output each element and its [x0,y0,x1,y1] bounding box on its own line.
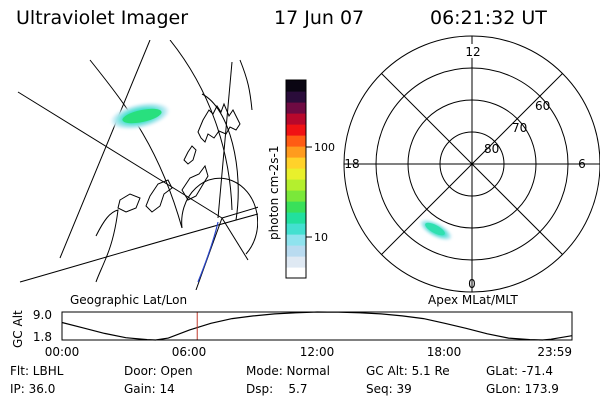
colorbar-cell [286,267,306,279]
polar-grid [343,35,600,293]
geographic-map [17,40,258,290]
latitude-circles [19,40,258,283]
colorbar-tick-label: 10 [314,231,328,244]
latitude-circle [89,59,183,229]
timeline-xtick-label: 00:00 [45,345,80,359]
status-seq: Seq: 39 [366,382,412,396]
latitude-circle [239,59,253,111]
colorbar-cell [286,168,306,180]
colorbar: 100 10 photon cm-2s-1 [267,79,335,279]
latitude-circle [169,40,233,211]
timeline-xtick-label: 12:00 [300,345,335,359]
coastline-new-zealand [181,164,209,201]
timeline-xtick-label: 18:00 [427,345,462,359]
timeline-ytick-label: 9.0 [33,308,52,322]
status-gain: Gain: 14 [124,382,175,396]
altitude-timeline: GC Alt 9.0 1.8 00:00 06:00 12:00 18:00 2… [11,308,573,359]
mlt-label-18: 18 [344,157,359,171]
colorbar-cell [286,179,306,191]
latitude-circle [181,177,258,255]
colorbar-cell [286,245,306,257]
colorbar-cell [286,146,306,158]
timeline-xtick-label: 23:59 [537,345,572,359]
status-gc-alt: GC Alt: 5.1 Re [366,364,450,378]
coastline-antarctica [95,209,119,283]
mlt-label-12: 12 [465,45,480,59]
polar-panel-label: Apex MLat/MLT [428,293,518,307]
timeline-plot-area [61,311,573,341]
latitude-circle [201,93,239,221]
colorbar-cell [286,256,306,268]
status-ip: IP: 36.0 [10,382,55,396]
aurora-emission-polar [419,219,453,241]
aurora-emission-geo [110,102,170,130]
status-dsp: Dsp: 5.7 [246,382,308,396]
colorbar-cell [286,135,306,147]
colorbar-cell [286,201,306,213]
timeline-ytick-label: 1.8 [33,330,52,344]
meridian-line [59,40,151,259]
colorbar-cell [286,212,306,224]
meridian-line [217,61,233,219]
instrument-title: Ultraviolet Imager [16,7,188,29]
coastlines [95,102,241,283]
altitude-series-line [61,311,573,341]
colorbar-cell [286,190,306,202]
geographic-panel-label: Geographic Lat/Lon [70,293,187,307]
colorbar-cell [286,234,306,246]
status-glat: GLat: -71.4 [486,364,553,378]
timeline-frame [61,311,573,341]
timeline-xtick-label: 06:00 [172,345,207,359]
header-date: 17 Jun 07 [274,7,364,29]
header-time: 06:21:32 UT [430,7,547,29]
mlat-label-70: 70 [512,121,527,135]
coastline-island [117,193,141,213]
meridian-line [221,217,249,261]
status-filter: Flt: LBHL [10,364,64,378]
colorbar-units: photon cm-2s-1 [267,146,281,241]
meridian-lines [17,40,258,290]
coastline-island [145,179,173,213]
timeline-ylabel: GC Alt [11,310,25,348]
mlat-label-60: 60 [535,99,550,113]
status-mode: Mode: Normal [246,364,330,378]
subsatellite-track [197,221,219,283]
mlt-label-0: 0 [468,277,476,291]
colorbar-cell [286,124,306,136]
colorbar-cell [286,102,306,114]
label-backdrop [466,44,480,58]
status-glon: GLon: 173.9 [486,382,559,396]
colorbar-tick-label: 100 [314,141,335,154]
status-door: Door: Open [124,364,193,378]
colorbar-frame [285,79,307,279]
coastline-island [183,145,197,165]
colorbar-cell [286,113,306,125]
coastline-australia [197,102,241,143]
colorbar-gradient [286,80,306,279]
polar-spoke [381,73,563,255]
colorbar-cell [286,157,306,169]
colorbar-cell [286,91,306,103]
mlt-label-6: 6 [578,157,586,171]
latitude-circle [19,213,258,283]
colorbar-cell [286,223,306,235]
colorbar-cell [286,80,306,92]
status-readout: Flt: LBHL Door: Open Mode: Normal GC Alt… [10,364,559,396]
mlat-label-80: 80 [484,142,499,156]
